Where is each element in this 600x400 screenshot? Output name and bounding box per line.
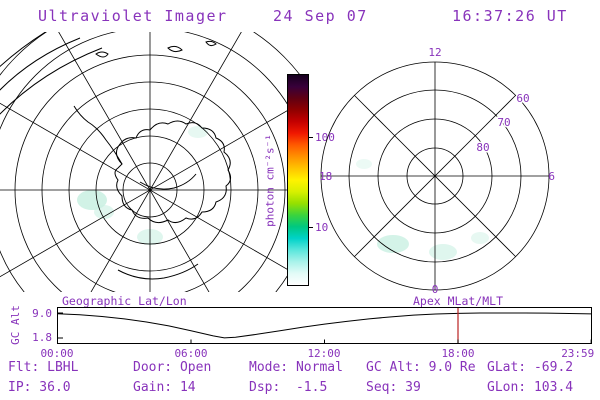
mlt-label-dusk: 18 — [319, 170, 332, 183]
status-door: Door: Open — [133, 360, 212, 375]
status-glat: GLat: -69.2 — [487, 360, 574, 375]
status-dsp: Dsp: -1.5 — [249, 380, 328, 395]
time-tick-2359: 23:59 — [561, 347, 595, 360]
time-tick-1200: 12:00 — [307, 347, 341, 360]
status-flt: Flt: LBHL — [8, 360, 79, 375]
date-label: 24 Sep 07 — [273, 7, 368, 25]
time-tick-0600: 06:00 — [174, 347, 208, 360]
geographic-plot — [0, 32, 300, 292]
mlt-label-noon: 12 — [428, 46, 441, 59]
time-label: 16:37:26 UT — [452, 7, 568, 25]
colorbar-tick-10 — [308, 227, 313, 228]
gc-alt-ytick-min: 1.8 — [32, 331, 52, 344]
colorbar-title: photon cm⁻²s⁻¹ — [263, 134, 277, 227]
mlat-ring-label-70: 70 — [497, 116, 510, 129]
status-ip: IP: 36.0 — [8, 380, 71, 395]
left-plot-caption: Geographic Lat/Lon — [62, 294, 187, 308]
mlt-labels: 12 18 6 0 60 70 80 — [319, 46, 555, 294]
status-gc-alt: GC Alt: 9.0 Re — [366, 360, 476, 375]
app-title: Ultraviolet Imager — [38, 7, 228, 25]
mlt-label-dawn: 6 — [548, 170, 555, 183]
status-gain: Gain: 14 — [133, 380, 196, 395]
mlat-ring-label-60: 60 — [516, 92, 529, 105]
colorbar-tick-100 — [308, 137, 313, 138]
coastlines — [0, 32, 232, 280]
mlat-mlt-grid — [320, 61, 550, 291]
colorbar-gradient — [287, 74, 309, 286]
gc-alt-curve — [57, 312, 592, 339]
status-mode: Mode: Normal — [249, 360, 343, 375]
lat-lon-grid — [0, 32, 300, 292]
aurora-patches-right — [356, 159, 489, 260]
status-seq: Seq: 39 — [366, 380, 421, 395]
mlt-label-midnight: 0 — [432, 283, 439, 294]
gc-alt-chart-svg — [57, 307, 592, 344]
gc-alt-ytick-max: 9.0 — [32, 307, 52, 320]
apex-plot: 12 18 6 0 60 70 80 — [319, 46, 555, 294]
colorbar-tick-label-10: 10 — [315, 221, 329, 234]
mlat-ring-label-80: 80 — [476, 141, 489, 154]
time-tick-1800: 18:00 — [441, 347, 475, 360]
status-glon: GLon: 103.4 — [487, 380, 574, 395]
right-plot-caption: Apex MLat/MLT — [413, 294, 504, 308]
time-tick-0000: 00:00 — [40, 347, 74, 360]
gc-alt-axis-label: GC Alt — [9, 305, 22, 345]
colorbar-tick-label-100: 100 — [315, 131, 335, 144]
